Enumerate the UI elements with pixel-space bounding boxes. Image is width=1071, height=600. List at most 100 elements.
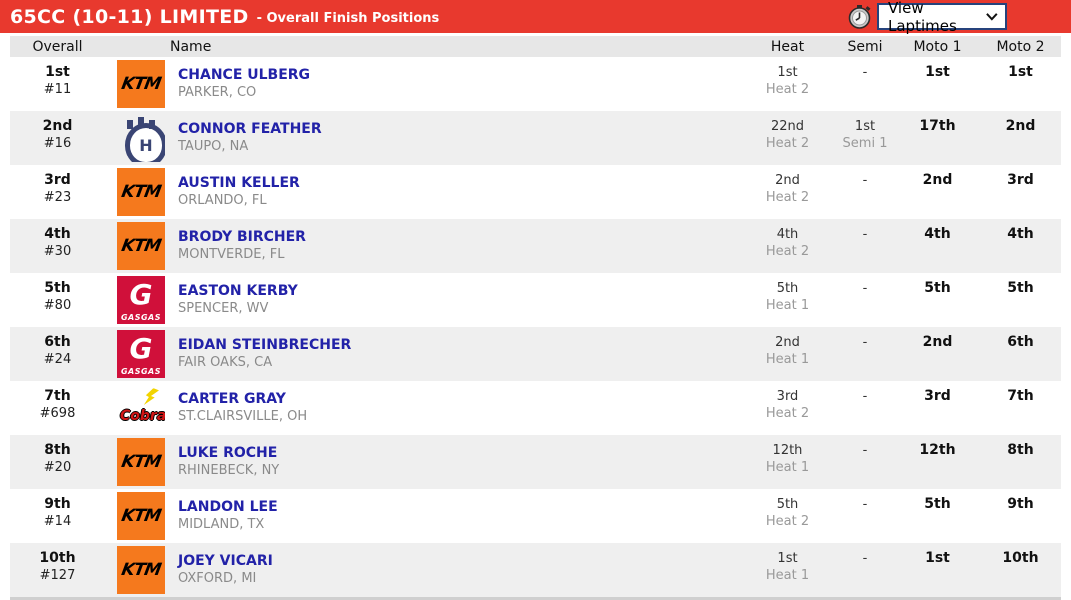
heat-label: Heat 2 xyxy=(765,82,810,97)
moto2-position: 9th xyxy=(1007,496,1034,512)
rider-location: SPENCER, WV xyxy=(178,301,269,316)
heat-position: 22nd xyxy=(770,119,805,134)
overall-position: 7th xyxy=(44,388,71,404)
column-header-overall: Overall xyxy=(32,38,83,55)
rider-name-link[interactable]: AUSTIN KELLER xyxy=(178,175,300,191)
brand-logo-icon xyxy=(117,276,165,324)
brand-logo-icon xyxy=(117,384,165,432)
rider-number: #11 xyxy=(43,82,72,97)
rider-name-link[interactable]: JOEY VICARI xyxy=(178,553,273,569)
table-row[interactable]: 4th #30 BRODY BIRCHER MONTVERDE, FL 4th … xyxy=(10,219,1061,273)
header-bar: 65CC (10-11) LIMITED - Overall Finish Po… xyxy=(0,0,1071,35)
rider-name-link[interactable]: LANDON LEE xyxy=(178,499,278,515)
heat-position: 5th xyxy=(776,281,799,296)
moto2-position: 8th xyxy=(1007,442,1034,458)
moto1-position: 5th xyxy=(924,280,951,296)
rider-number: #24 xyxy=(43,352,72,367)
rider-name-link[interactable]: EASTON KERBY xyxy=(178,283,298,299)
moto2-position: 4th xyxy=(1007,226,1034,242)
moto1-position: 4th xyxy=(924,226,951,242)
view-laptimes-select[interactable]: View Laptimes xyxy=(877,0,1007,35)
rider-location: PARKER, CO xyxy=(178,85,257,100)
heat-label: Heat 2 xyxy=(765,190,810,205)
overall-position: 8th xyxy=(44,442,71,458)
rider-name-link[interactable]: EIDAN STEINBRECHER xyxy=(178,337,352,353)
rider-location: ST.CLAIRSVILLE, OH xyxy=(178,409,308,424)
heat-position: 3rd xyxy=(776,389,799,404)
stopwatch-icon xyxy=(847,4,872,29)
heat-position: 2nd xyxy=(775,335,800,350)
rider-location: MONTVERDE, FL xyxy=(178,247,285,262)
results-body: 1st #11 CHANCE ULBERG PARKER, CO 1st Hea… xyxy=(10,57,1061,597)
table-row[interactable]: 5th #80 EASTON KERBY SPENCER, WV 5th Hea… xyxy=(10,273,1061,327)
table-row[interactable]: 6th #24 EIDAN STEINBRECHER FAIR OAKS, CA… xyxy=(10,327,1061,381)
table-row[interactable]: 3rd #23 AUSTIN KELLER ORLANDO, FL 2nd He… xyxy=(10,165,1061,219)
semi-position: - xyxy=(862,389,868,404)
rider-location: ORLANDO, FL xyxy=(178,193,267,208)
moto2-position: 5th xyxy=(1007,280,1034,296)
rider-number: #127 xyxy=(39,568,76,583)
table-row[interactable]: 2nd #16 CONNOR FEATHER TAUPO, NA 22nd He… xyxy=(10,111,1061,165)
rider-number: #23 xyxy=(43,190,72,205)
heat-position: 4th xyxy=(776,227,799,242)
overall-position: 5th xyxy=(44,280,71,296)
column-header-semi: Semi xyxy=(847,38,883,55)
heat-label: Heat 1 xyxy=(765,568,810,583)
brand-logo-icon xyxy=(117,546,165,594)
moto1-position: 17th xyxy=(919,118,956,134)
semi-position: - xyxy=(862,173,868,188)
rider-location: MIDLAND, TX xyxy=(178,517,265,532)
brand-logo-icon xyxy=(117,114,165,162)
moto2-position: 3rd xyxy=(1007,172,1034,188)
table-row[interactable]: 7th #698 CARTER GRAY ST.CLAIRSVILLE, OH … xyxy=(10,381,1061,435)
brand-logo-icon xyxy=(117,222,165,270)
rider-name-link[interactable]: LUKE ROCHE xyxy=(178,445,278,461)
rider-number: #16 xyxy=(43,136,72,151)
rider-number: #20 xyxy=(43,460,72,475)
brand-logo-icon xyxy=(117,168,165,216)
overall-position: 9th xyxy=(44,496,71,512)
semi-label: Semi 1 xyxy=(842,136,888,151)
table-row[interactable]: 9th #14 LANDON LEE MIDLAND, TX 5th Heat … xyxy=(10,489,1061,543)
rider-number: #30 xyxy=(43,244,72,259)
moto1-position: 5th xyxy=(924,496,951,512)
moto1-position: 3rd xyxy=(924,388,951,404)
moto2-position: 10th xyxy=(1002,550,1039,566)
rider-location: RHINEBECK, NY xyxy=(178,463,280,478)
semi-position: - xyxy=(862,551,868,566)
brand-logo-icon xyxy=(117,438,165,486)
overall-position: 10th xyxy=(39,550,76,566)
semi-position: - xyxy=(862,281,868,296)
moto1-position: 1st xyxy=(925,64,950,80)
rider-location: TAUPO, NA xyxy=(178,139,249,154)
rider-name-link[interactable]: CONNOR FEATHER xyxy=(178,121,322,137)
overall-position: 3rd xyxy=(44,172,71,188)
column-header-heat: Heat xyxy=(770,38,805,55)
bottom-scroll-strip xyxy=(10,597,1061,600)
semi-position: 1st xyxy=(854,119,876,134)
table-row[interactable]: 8th #20 LUKE ROCHE RHINEBECK, NY 12th He… xyxy=(10,435,1061,489)
table-header-row: Overall Name Heat Semi Moto 1 Moto 2 xyxy=(10,36,1061,57)
heat-position: 5th xyxy=(776,497,799,512)
moto1-position: 1st xyxy=(925,550,950,566)
semi-position: - xyxy=(862,227,868,242)
rider-name-link[interactable]: BRODY BIRCHER xyxy=(178,229,306,245)
heat-label: Heat 2 xyxy=(765,406,810,421)
heat-position: 12th xyxy=(772,443,803,458)
moto1-position: 12th xyxy=(919,442,956,458)
table-row[interactable]: 1st #11 CHANCE ULBERG PARKER, CO 1st Hea… xyxy=(10,57,1061,111)
rider-location: FAIR OAKS, CA xyxy=(178,355,273,370)
moto1-position: 2nd xyxy=(922,334,953,350)
overall-position: 1st xyxy=(45,64,70,80)
page-title: 65CC (10-11) LIMITED xyxy=(10,5,249,28)
chevron-down-icon xyxy=(986,13,998,21)
rider-name-link[interactable]: CARTER GRAY xyxy=(178,391,286,407)
heat-label: Heat 1 xyxy=(765,460,810,475)
results-table: Overall Name Heat Semi Moto 1 Moto 2 1st… xyxy=(10,36,1061,597)
semi-position: - xyxy=(862,497,868,512)
heat-position: 1st xyxy=(777,65,798,80)
rider-name-link[interactable]: CHANCE ULBERG xyxy=(178,67,311,83)
table-row[interactable]: 10th #127 JOEY VICARI OXFORD, MI 1st Hea… xyxy=(10,543,1061,597)
rider-number: #14 xyxy=(43,514,72,529)
heat-position: 1st xyxy=(777,551,798,566)
